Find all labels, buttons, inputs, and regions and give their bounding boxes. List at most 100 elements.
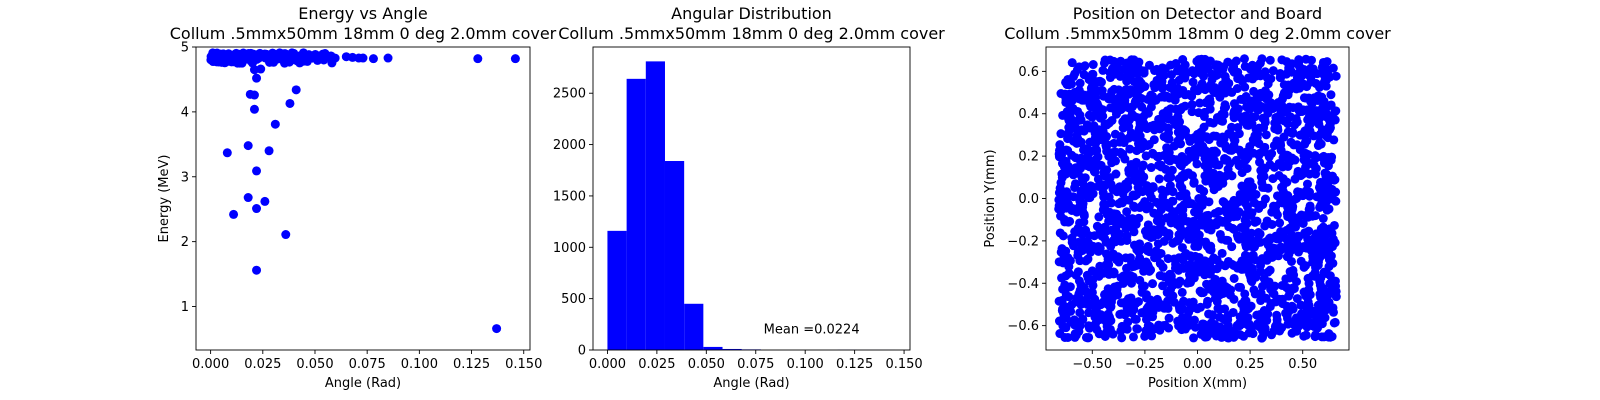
data-point	[1279, 178, 1289, 188]
data-point	[1082, 288, 1092, 298]
data-point	[1127, 258, 1137, 268]
data-point	[1302, 179, 1312, 189]
data-point	[1122, 207, 1132, 217]
data-point	[1090, 133, 1100, 143]
data-point	[1057, 173, 1067, 183]
data-point	[1293, 166, 1303, 176]
data-point	[1088, 189, 1098, 199]
data-point	[1092, 221, 1102, 231]
data-point	[252, 204, 262, 214]
data-point	[1211, 60, 1221, 70]
x-tick-label: −0.25	[1125, 357, 1165, 372]
data-point	[1189, 178, 1199, 188]
data-point	[1078, 314, 1088, 324]
data-point	[1156, 205, 1166, 215]
data-point	[1220, 141, 1230, 151]
data-point	[1218, 116, 1228, 126]
data-point	[1247, 112, 1257, 122]
data-point	[1159, 90, 1169, 100]
data-point	[252, 73, 262, 83]
data-point	[1176, 202, 1186, 212]
data-point	[1203, 296, 1213, 306]
data-point	[1156, 160, 1166, 170]
data-point	[1243, 73, 1253, 83]
data-point	[1208, 118, 1218, 128]
data-point	[1180, 169, 1190, 179]
data-point	[256, 64, 266, 74]
data-point	[1078, 175, 1088, 185]
data-point	[1285, 267, 1295, 277]
data-point	[327, 58, 337, 68]
data-point	[1318, 57, 1328, 67]
histogram-bar	[703, 346, 723, 350]
data-point	[1318, 214, 1328, 224]
data-point	[1103, 309, 1113, 319]
data-point	[1058, 231, 1068, 241]
data-point	[1122, 324, 1132, 334]
histogram-bar	[664, 161, 685, 350]
data-point	[1094, 271, 1104, 281]
data-point	[1083, 145, 1093, 155]
data-point	[1215, 290, 1225, 300]
data-point	[1148, 149, 1158, 159]
data-point	[1227, 87, 1237, 97]
chart-subtitle: Collum .5mmx50mm 18mm 0 deg 2.0mm cover	[1004, 24, 1391, 43]
data-point	[1140, 197, 1150, 207]
data-point	[1324, 297, 1334, 307]
data-point	[1099, 168, 1109, 178]
x-axis-label: Position X(mm)	[1148, 376, 1247, 391]
data-point	[1137, 162, 1147, 172]
data-point	[1098, 65, 1108, 75]
data-point	[1320, 102, 1330, 112]
data-point	[1196, 302, 1206, 312]
data-point	[1205, 98, 1215, 108]
data-point	[1110, 282, 1120, 292]
data-point	[1081, 157, 1091, 167]
data-point	[1163, 254, 1173, 264]
data-point	[1263, 107, 1273, 117]
data-point	[1321, 81, 1331, 91]
x-tick-label: 0.000	[192, 357, 229, 372]
data-point	[1061, 313, 1071, 323]
data-point	[1234, 195, 1244, 205]
data-point	[1246, 301, 1256, 311]
data-point	[1068, 103, 1078, 113]
x-tick-label: 0.125	[453, 357, 490, 372]
data-point	[1257, 281, 1267, 291]
data-point	[1137, 258, 1147, 268]
data-point	[1239, 331, 1249, 341]
data-point	[1104, 118, 1114, 128]
data-point	[243, 193, 253, 203]
data-point	[1285, 156, 1295, 166]
data-point	[1189, 333, 1199, 343]
data-point	[1167, 196, 1177, 206]
data-point	[1207, 323, 1217, 333]
y-tick-label: 0.4	[1018, 107, 1039, 122]
data-point	[1075, 285, 1085, 295]
data-point	[222, 148, 232, 158]
data-point	[1177, 243, 1187, 253]
data-point	[1063, 217, 1073, 227]
data-point	[1078, 199, 1088, 209]
data-point	[1129, 227, 1139, 237]
data-point	[1076, 163, 1086, 173]
data-point	[1305, 211, 1315, 221]
data-point	[1107, 225, 1117, 235]
y-tick-label: 0	[578, 344, 586, 359]
data-point	[1217, 248, 1227, 258]
data-point	[1249, 86, 1259, 96]
data-point	[1216, 216, 1226, 226]
data-point	[1305, 201, 1315, 211]
data-point	[1164, 148, 1174, 158]
data-point	[1134, 247, 1144, 257]
data-point	[1299, 241, 1309, 251]
data-point	[1122, 231, 1132, 241]
data-point	[1151, 246, 1161, 256]
data-point	[1117, 333, 1127, 343]
data-point	[1177, 287, 1187, 297]
data-point	[1088, 60, 1098, 70]
data-point	[1113, 94, 1123, 104]
data-point	[1060, 332, 1070, 342]
y-tick-label: 1000	[553, 241, 586, 256]
